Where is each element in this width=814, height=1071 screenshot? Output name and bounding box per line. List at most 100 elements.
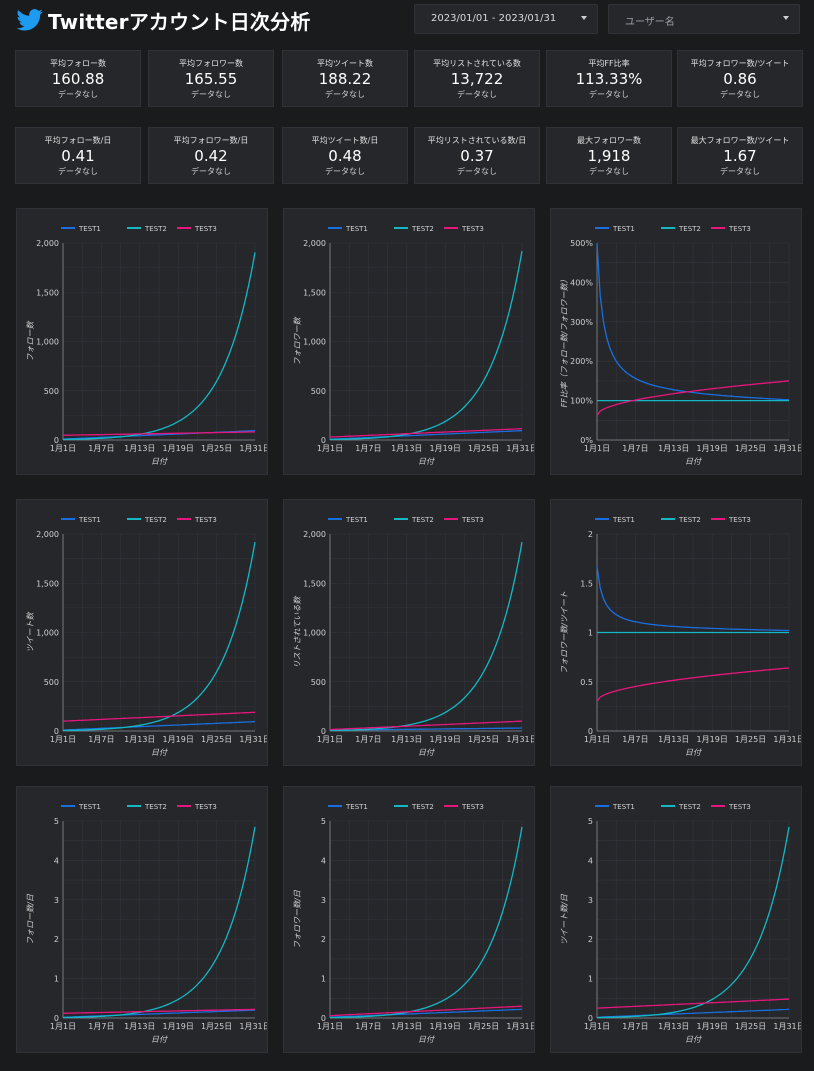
series-line-test2[interactable] [62,252,256,441]
series-line-test3[interactable] [596,998,790,1009]
line-chart: 0 500 1,000 1,500 2,000 1月1日 1月7日 1月13日 1月19日 1月2… [283,208,535,475]
series-line-test3[interactable] [329,1005,523,1017]
y-axis-title: ツイート数/日 [560,893,569,945]
y-tick-label: 400% [570,278,593,287]
y-tick-label: 1,500 [36,288,59,297]
legend-label[interactable]: TEST3 [728,516,751,524]
kpi-label: 最大フォロワー数/ツイート [690,136,790,145]
x-tick-label: 1月7日 [88,735,114,744]
legend-label[interactable]: TEST2 [144,803,167,811]
series-line-test2[interactable] [62,541,256,732]
series-line-test1[interactable] [596,242,790,401]
y-tick-label: 500 [44,678,59,687]
x-tick-label: 1月1日 [317,1022,343,1031]
kpi-label: 平均ツイート数/日 [311,136,379,145]
series-line-test3[interactable] [596,667,790,702]
y-tick-label: 4 [54,856,59,865]
user-filter-dropdown[interactable]: ユーザー名 [608,4,800,34]
twitter-bird-icon [16,9,43,31]
line-chart: 0 0.5 1 1.5 2 1月1日 1月7日 1月13日 1月19日 1月25日 1月31日 日付 フ… [550,499,802,766]
legend-label[interactable]: TEST1 [345,803,368,811]
x-tick-label: 1月13日 [391,1022,422,1031]
kpi-label: 平均フォロー数/日 [44,136,112,145]
kpi-subtext: データなし [58,167,98,176]
y-tick-label: 0.5 [580,678,593,687]
y-tick-label: 1,000 [303,629,326,638]
series-line-test2[interactable] [596,826,790,1019]
y-tick-label: 1,000 [303,338,326,347]
series-line-test1[interactable] [596,1008,790,1018]
legend-label[interactable]: TEST1 [345,225,368,233]
series-line-test3[interactable] [62,1008,256,1014]
legend-label[interactable]: TEST2 [678,225,701,233]
legend-label[interactable]: TEST3 [194,803,217,811]
chart-svg: 0 500 1,000 1,500 2,000 1月1日 1月7日 1月13日 1月19日 1月2… [26,516,267,757]
legend-label[interactable]: TEST1 [78,516,101,524]
legend-label[interactable]: TEST2 [411,225,434,233]
series-line-test3[interactable] [329,720,523,731]
x-tick-label: 1月25日 [201,444,232,453]
series-line-test3[interactable] [62,431,256,436]
kpi-label: 平均ツイート数 [317,59,373,68]
date-range-picker[interactable]: 2023/01/01 - 2023/01/31 [414,4,598,34]
y-tick-label: 1 [588,975,593,984]
x-tick-label: 1月31日 [773,1022,801,1031]
x-tick-label: 1月19日 [697,735,728,744]
series-line-test3[interactable] [62,711,256,722]
kpi-value: 188.22 [318,70,372,88]
y-tick-label: 1 [588,629,593,638]
series-line-test3[interactable] [329,428,523,438]
series-line-test1[interactable] [329,1008,523,1018]
x-tick-label: 1月25日 [201,735,232,744]
y-tick-label: 0 [54,436,59,445]
legend-label[interactable]: TEST3 [461,516,484,524]
x-tick-label: 1月7日 [88,444,114,453]
legend-label[interactable]: TEST2 [678,803,701,811]
x-axis-title: 日付 [685,457,702,466]
y-axis-title: FF比率（フォロー数/フォロワー数） [560,276,569,408]
legend-label[interactable]: TEST3 [728,225,751,233]
y-tick-label: 3 [54,896,59,905]
kpi-value: 165.55 [184,70,238,88]
series-line-test2[interactable] [62,826,256,1019]
legend-label[interactable]: TEST2 [678,516,701,524]
legend-label[interactable]: TEST2 [144,516,167,524]
legend-label[interactable]: TEST3 [461,225,484,233]
x-tick-label: 1月25日 [735,444,766,453]
series-line-test3[interactable] [596,380,790,416]
y-tick-label: 0% [580,436,593,445]
series-line-test1[interactable] [596,566,789,632]
series-line-test2[interactable] [329,250,523,441]
y-tick-label: 3 [321,896,326,905]
legend-label[interactable]: TEST3 [194,225,217,233]
legend-label[interactable]: TEST1 [612,225,635,233]
kpi-subtext: データなし [325,90,365,99]
y-tick-label: 1,000 [36,338,59,347]
legend-label[interactable]: TEST2 [411,803,434,811]
legend-label[interactable]: TEST1 [612,803,635,811]
series-line-test1[interactable] [62,1009,256,1018]
legend-label[interactable]: TEST1 [78,803,101,811]
x-axis-title: 日付 [151,1035,168,1044]
chevron-down-icon [581,16,587,20]
y-tick-label: 0 [54,727,59,736]
legend-label[interactable]: TEST2 [144,225,167,233]
kpi-card: 最大フォロワー数/ツイート 1.67 データなし [677,127,803,184]
series-line-test1[interactable] [62,720,256,731]
x-tick-label: 1月19日 [163,444,194,453]
x-tick-label: 1月1日 [317,735,343,744]
x-axis-title: 日付 [151,748,168,757]
legend-label[interactable]: TEST1 [345,516,368,524]
legend-label[interactable]: TEST2 [411,516,434,524]
y-tick-label: 1.5 [580,579,593,588]
kpi-value: 113.33% [575,70,643,88]
series-line-test1[interactable] [329,429,523,440]
y-axis-title: フォロワー数/日 [293,889,302,949]
series-line-test2[interactable] [329,541,523,732]
legend-label[interactable]: TEST1 [612,516,635,524]
legend-label[interactable]: TEST3 [461,803,484,811]
legend-label[interactable]: TEST1 [78,225,101,233]
series-line-test2[interactable] [329,826,523,1019]
legend-label[interactable]: TEST3 [728,803,751,811]
legend-label[interactable]: TEST3 [194,516,217,524]
